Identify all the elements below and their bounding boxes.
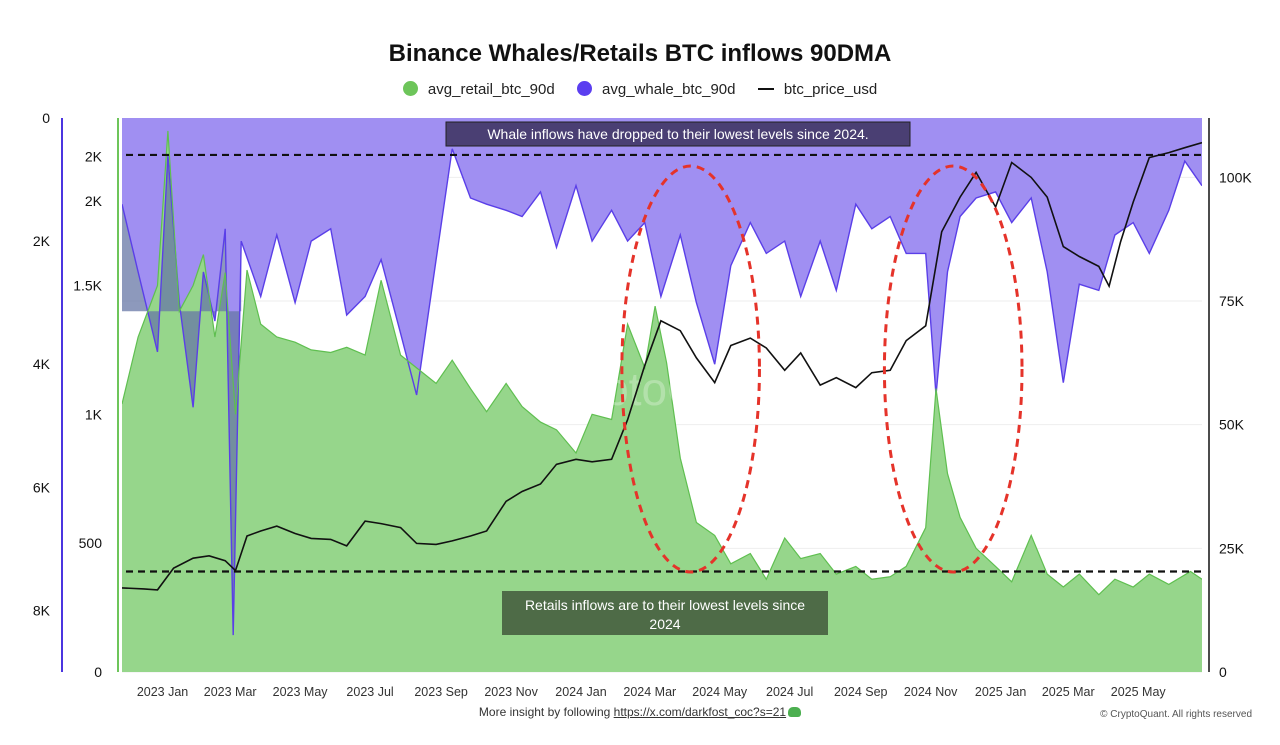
x-tick-label: 2025 May [1111,685,1167,699]
x-tick-label: 2024 Jan [555,685,606,699]
price-tick-label: 50K [1219,417,1245,433]
annotations: Whale inflows have dropped to their lowe… [445,121,911,635]
x-tick-label: 2023 Jul [346,685,393,699]
price-line [122,141,1202,591]
retail-dot-icon [402,80,418,96]
whale-dot-icon [576,80,592,96]
chart-title: Binance Whales/Retails BTC inflows 90DMA [388,40,892,67]
retail-tick-label: 1K [85,406,103,422]
x-tick-label: 2024 Sep [834,685,888,699]
whale-tick-label: 8K [33,602,51,618]
footer-text: More insight by following [478,705,611,719]
annotation-retail-line2: 2024 [649,616,680,632]
x-tick-label: 2023 May [273,685,329,699]
whale-tick-label: 6K [33,479,51,495]
whale-tick-label: 4K [33,356,51,372]
retail-area [122,130,1202,672]
price-tick-label: 100K [1219,169,1252,185]
legend-item-whale[interactable]: avg_whale_btc_90d [576,80,736,98]
retail-tick-label: 1.5K [73,277,102,293]
retail-tick-label: 500 [79,535,103,551]
highlight-ellipse [620,164,761,574]
whale-tick-label: 2K [33,233,51,249]
legend-label-whale: avg_whale_btc_90d [602,80,736,98]
x-tick-label: 2024 Mar [623,685,676,699]
highlight-ellipse [882,164,1024,574]
x-tick-label: 2023 Mar [204,685,257,699]
price-tick-label: 75K [1219,293,1245,309]
legend: avg_retail_btc_90d avg_whale_btc_90d btc… [0,80,1280,98]
annotation-whale: Whale inflows have dropped to their lowe… [487,126,868,142]
annotation-box-retail [502,591,828,635]
x-tick-label: 2024 Nov [904,685,958,699]
x-tick-label: 2023 Sep [414,685,468,699]
x-tick-label: 2023 Jan [137,685,188,699]
legend-label-retail: avg_retail_btc_90d [427,80,555,98]
footer: More insight by following https://x.com/… [0,705,1280,719]
price-tick-label: 0 [1219,664,1227,680]
x-tick-label: 2024 Jul [766,685,813,699]
retail-tick-label: 0 [94,664,102,680]
x-tick-label: 2023 Nov [484,685,538,699]
price-tick-label: 25K [1219,540,1245,556]
price-line-icon [757,87,774,90]
annotation-retail: Retails inflows are to their lowest leve… [525,597,805,613]
retail-line [122,130,1202,596]
legend-item-price[interactable]: btc_price_usd [757,80,878,98]
highlight-ellipses [620,164,1024,574]
frog-icon [788,707,802,717]
legend-item-retail[interactable]: avg_retail_btc_90d [402,80,555,98]
copyright: © CryptoQuant. All rights reserved [1100,709,1252,720]
x-tick-label: 2025 Jan [975,685,1026,699]
retail-tick-label: 2K [85,193,103,209]
footer-link[interactable]: https://x.com/darkfost_coc?s=21 [613,705,787,719]
whale-line [122,148,1202,636]
whale-tick-label: 0 [42,110,50,126]
retail-tick-label: 2K [85,149,103,165]
watermark: CryptoQuant [532,363,793,415]
legend-label-price: btc_price_usd [783,80,878,98]
x-tick-label: 2025 Mar [1042,685,1095,699]
x-tick-label: 2024 May [692,685,748,699]
annotation-box-whale [445,121,911,147]
whale-area [122,118,1202,636]
axes: 0 2K 4K 6K 8K 0 500 1K 1.5K 2K 2K 0 25K 50K 75K 100K 202… [33,110,1252,699]
